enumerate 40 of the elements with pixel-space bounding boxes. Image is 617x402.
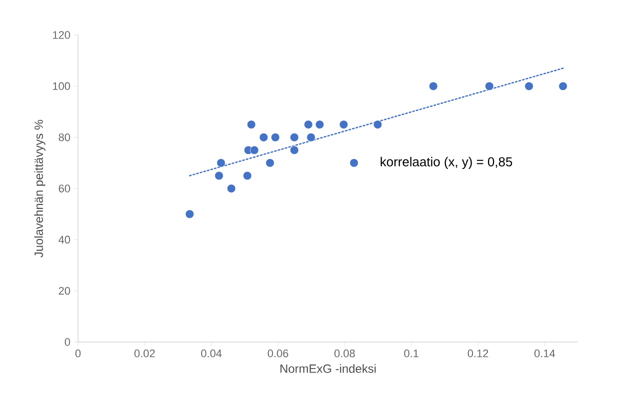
point [290,132,299,142]
x-tick-label: 0.08 [334,350,355,358]
x-axis-title: NormExG -indeksi [280,364,376,373]
point [185,210,194,218]
annotation: korrelaatio (x, y) = 0,85 [380,156,512,169]
point [524,82,534,91]
y-tick-label: 20 [58,286,70,295]
y-tick-label: 100 [53,82,70,90]
point [216,158,226,168]
point [242,171,252,180]
point [226,184,236,193]
point [484,82,494,91]
point [246,120,256,129]
y-tick-label: 40 [58,236,70,244]
x-tick-label: 0.12 [468,350,488,358]
x-tick-label: 0.14 [534,350,556,358]
point [266,158,274,168]
y-tick-label: 120 [53,31,70,39]
y-tick-label: 60 [58,184,70,192]
point [306,132,316,142]
y-tick-label: 80 [58,133,70,142]
point [214,171,224,180]
y-tick-label: 0 [64,338,70,346]
point [315,120,324,129]
point [339,120,348,129]
x-tick-label: 0.06 [268,350,288,358]
point [250,146,259,155]
point [259,132,268,142]
point [428,82,438,91]
x-tick-label: 0.04 [201,350,222,358]
point [373,120,382,129]
point [304,120,313,129]
x-tick-label: 0.02 [134,350,155,358]
point [270,132,280,142]
y-axis-title: Juolavehnän peittävyys % [34,120,46,258]
point [290,146,299,155]
point [350,158,358,168]
x-tick-label: 0.1 [404,350,418,358]
point [558,82,568,91]
x-tick-label: 0 [75,350,81,358]
